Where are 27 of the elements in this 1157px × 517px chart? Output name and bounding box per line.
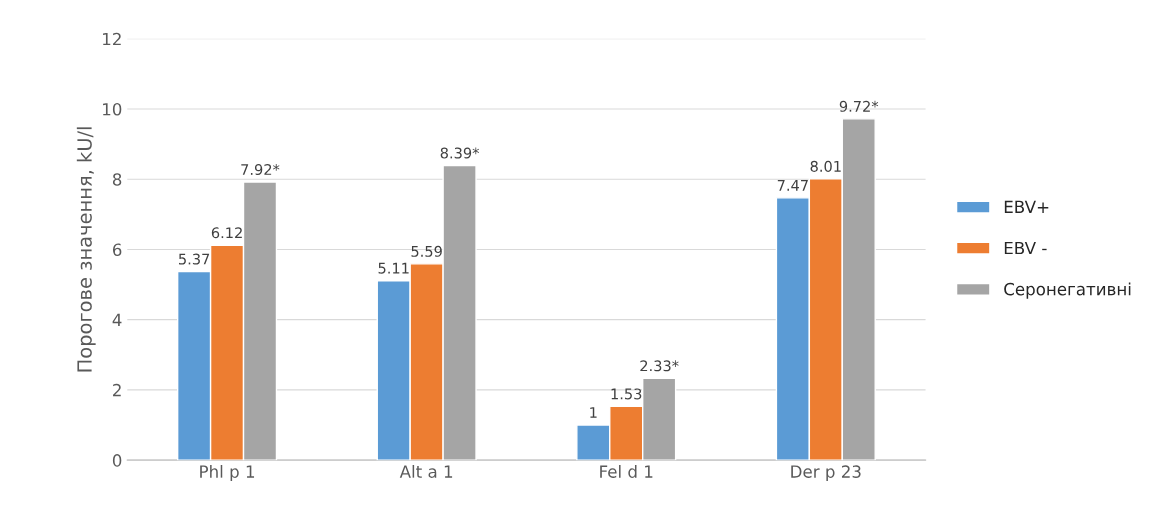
y-tick-label: 10 xyxy=(103,102,122,116)
x-tick-label: Phl p 1 xyxy=(200,464,255,482)
x-tick-label: Alt a 1 xyxy=(399,464,453,478)
y-tick-label: 4 xyxy=(112,313,122,327)
legend-label: Серонегативні xyxy=(1004,282,1131,299)
x-tick-label: Der p 23 xyxy=(791,465,861,482)
y-tick-label: 2 xyxy=(113,383,121,397)
y-tick-label: 8 xyxy=(112,173,122,186)
data-label: 5.37 xyxy=(179,253,210,265)
legend-label: EBV - xyxy=(1004,241,1047,255)
data-label: 7.92* xyxy=(241,164,280,176)
data-label: 1 xyxy=(590,407,597,418)
data-label: 8.39* xyxy=(440,147,480,159)
y-axis-title: Порогове значення, kU/l xyxy=(76,127,96,372)
data-label: 1.53 xyxy=(611,388,642,400)
y-tick-label: 6 xyxy=(112,243,122,257)
data-label: 5.11 xyxy=(378,262,409,274)
x-tick-label: Fel d 1 xyxy=(600,464,653,478)
y-tick-label: 0 xyxy=(112,454,122,467)
data-label: 5.59 xyxy=(411,245,442,257)
y-tick-label: 12 xyxy=(103,32,121,46)
data-label: 7.47 xyxy=(777,180,808,191)
legend-label: EBV+ xyxy=(1004,200,1049,213)
data-label: 6.12 xyxy=(211,227,242,239)
data-label: 8.01 xyxy=(810,160,841,172)
data-label: 9.72* xyxy=(839,100,879,112)
data-label: 2.33* xyxy=(640,360,679,372)
